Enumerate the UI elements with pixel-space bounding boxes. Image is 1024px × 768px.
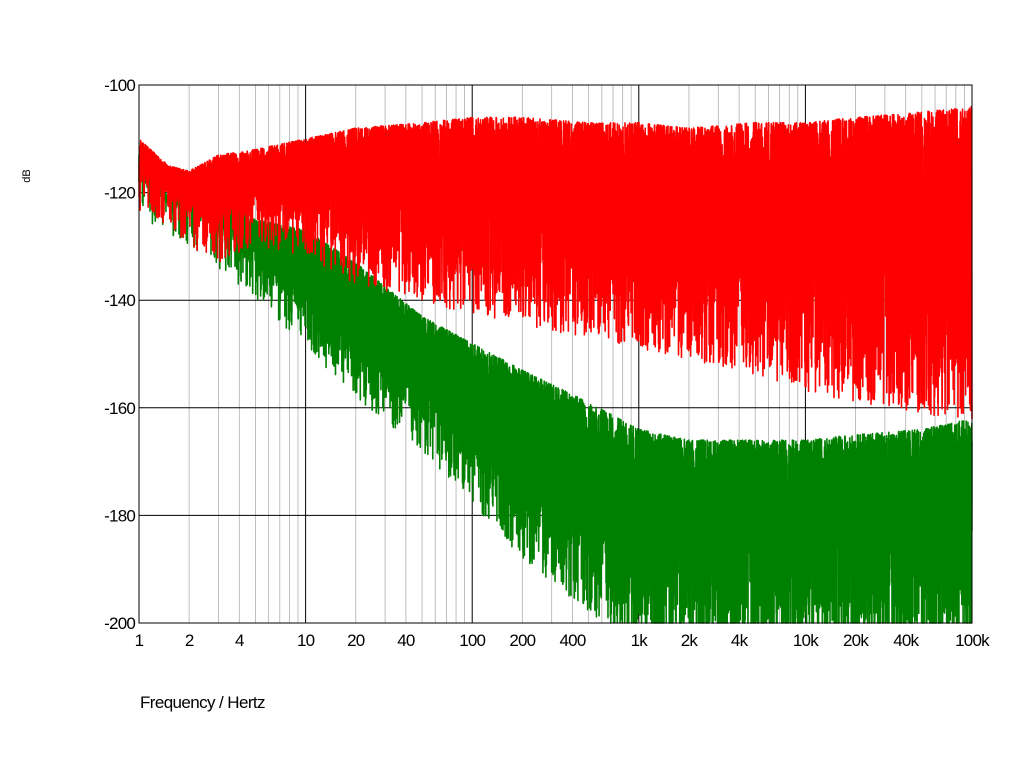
x-tick-label: 100 bbox=[459, 631, 485, 650]
plot-frame bbox=[138, 84, 973, 624]
y-tick-label: -140 bbox=[104, 291, 135, 310]
y-axis-title: dB bbox=[21, 169, 33, 182]
x-axis-title: Frequency / Hertz bbox=[140, 693, 265, 712]
x-tick-label: 4k bbox=[731, 631, 749, 650]
y-tick-label: -200 bbox=[104, 614, 135, 633]
y-tick-label: -180 bbox=[104, 506, 135, 525]
y-tick-label: -120 bbox=[104, 184, 135, 203]
x-tick-label: 40k bbox=[893, 631, 919, 650]
x-tick-label: 1 bbox=[135, 631, 144, 650]
x-tick-label: 10k bbox=[793, 631, 819, 650]
x-tick-label: 40 bbox=[397, 631, 415, 650]
x-tick-label: 10 bbox=[297, 631, 315, 650]
x-tick-label: 1k bbox=[631, 631, 649, 650]
series-layer bbox=[138, 105, 973, 624]
x-tick-label: 400 bbox=[560, 631, 586, 650]
x-tick-label: 20 bbox=[347, 631, 365, 650]
x-tick-label: 2 bbox=[185, 631, 194, 650]
tick-label-layer: 1 2 4 10 20 40 100 200 400 1k 2k 4k 10k 20k 40k 100k -10… bbox=[104, 76, 991, 650]
x-tick-label: 200 bbox=[509, 631, 535, 650]
x-tick-label: 4 bbox=[235, 631, 244, 650]
x-tick-label: 20k bbox=[843, 631, 869, 650]
y-tick-label: -100 bbox=[104, 76, 135, 95]
x-tick-label: 100k bbox=[955, 631, 990, 650]
series-line-red bbox=[138, 105, 973, 419]
y-tick-label: -160 bbox=[104, 399, 135, 418]
x-tick-label: 2k bbox=[681, 631, 699, 650]
